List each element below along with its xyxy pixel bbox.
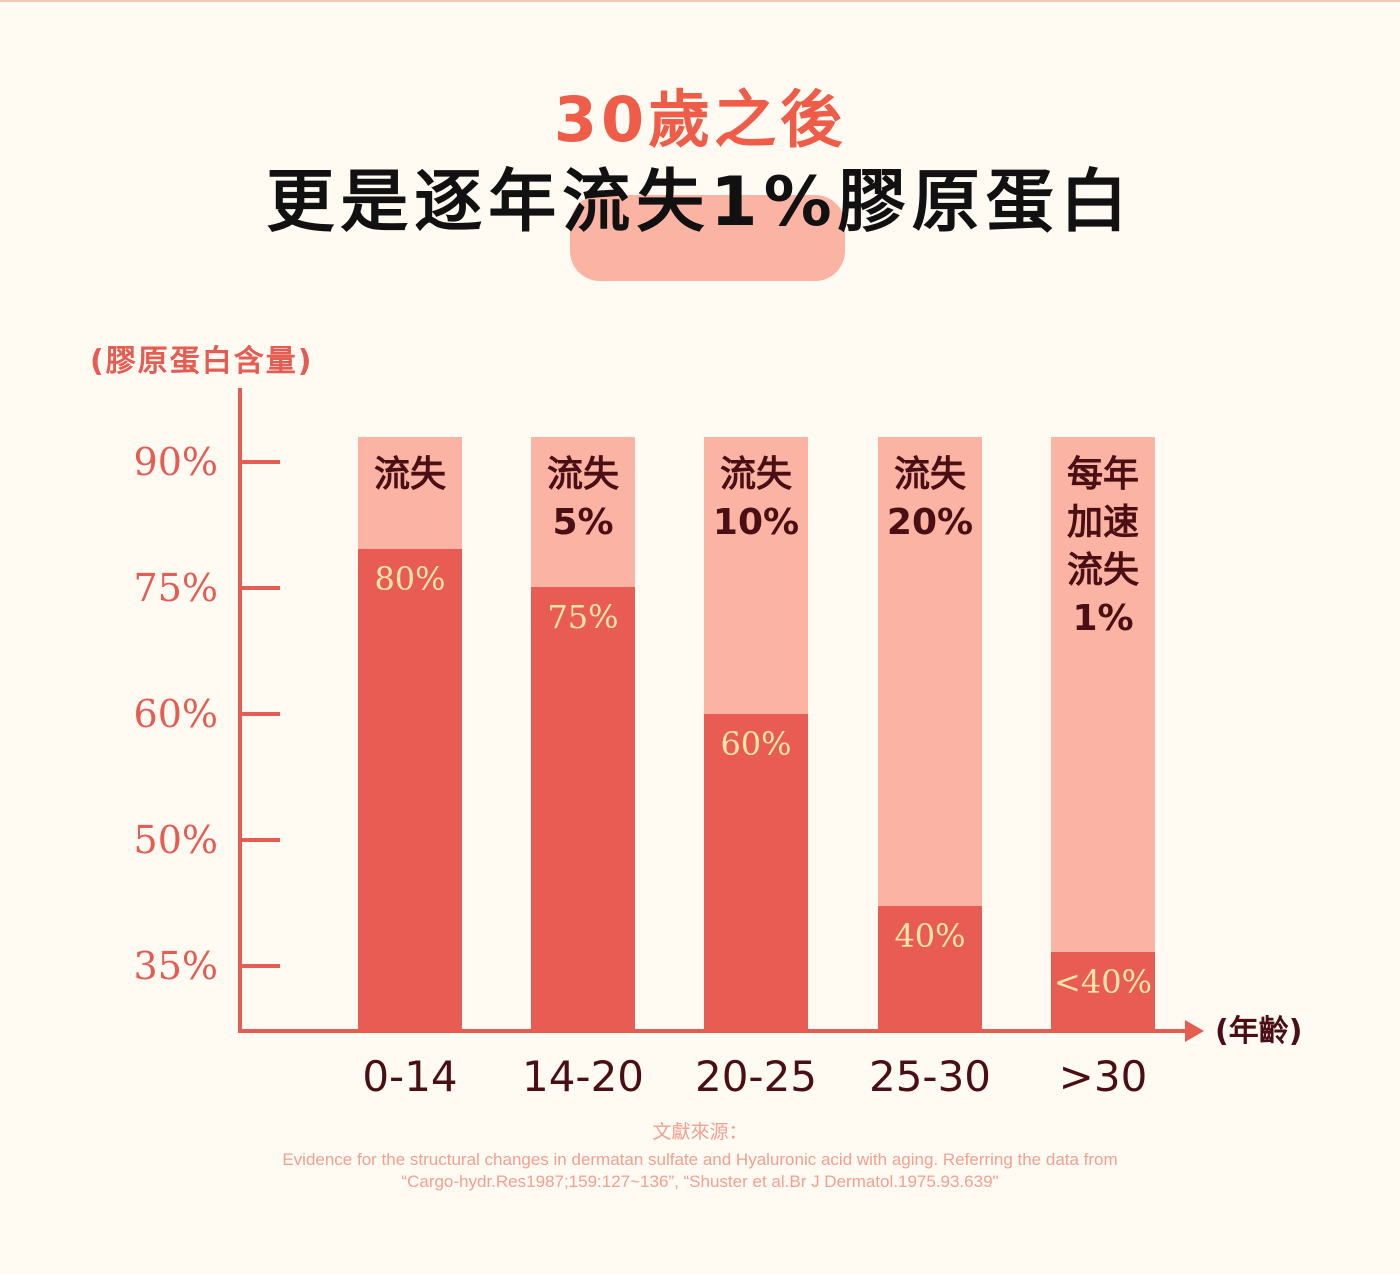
x-axis-line (238, 1029, 1188, 1033)
source-title: 文獻來源： (652, 1121, 748, 1143)
title-highlight-pill (570, 195, 845, 281)
x-category-label: 0-14 (362, 1052, 458, 1101)
y-tick-mark (240, 712, 280, 716)
y-tick-mark (240, 964, 280, 968)
bar-loss-label: 流失 5% (546, 454, 619, 543)
bar-loss-label: 流失 20% (886, 454, 974, 543)
title-line-2: 更是逐年流失1%膠原蛋白 (266, 163, 1134, 242)
top-rule (0, 0, 1400, 2)
y-axis-line (238, 388, 242, 1033)
y-tick-mark (240, 838, 280, 842)
bar-loss-label: 流失 10% (712, 454, 800, 543)
bar-remaining-segment: 60% (704, 714, 808, 1031)
y-tick-label: 60% (133, 692, 218, 736)
bar-value-label: 60% (720, 725, 792, 763)
bar-value-label: 40% (894, 917, 966, 955)
source-citation-line-2: “Cargo-hydr.Res1987;159:127~136”, “Shust… (401, 1172, 999, 1191)
x-category-label: >30 (1058, 1052, 1148, 1101)
y-tick-mark (240, 460, 280, 464)
bar-over-30: 每年 加速 流失 1% <40% (1051, 437, 1155, 1031)
y-axis-title: (膠原蛋白含量) (90, 344, 314, 379)
bar-value-label: 80% (374, 560, 446, 598)
bar-remaining-segment: <40% (1051, 952, 1155, 1031)
bar-0-14: 流失 80% (358, 437, 462, 1031)
x-category-label: 20-25 (694, 1052, 818, 1101)
x-axis-arrow-icon (1185, 1020, 1204, 1042)
bar-20-25: 流失 10% 60% (704, 437, 808, 1031)
y-tick-label: 75% (133, 566, 218, 610)
bar-value-label: 75% (547, 598, 619, 636)
y-tick-mark (240, 586, 280, 590)
y-tick-label: 35% (133, 944, 218, 988)
source-citation-line-1: Evidence for the structural changes in d… (282, 1150, 1118, 1169)
bar-14-20: 流失 5% 75% (531, 437, 635, 1031)
x-axis-title: (年齡) (1215, 1014, 1303, 1049)
x-category-label: 25-30 (868, 1052, 992, 1101)
bar-remaining-segment: 75% (531, 587, 635, 1031)
bar-loss-label: 每年 加速 流失 1% (1066, 454, 1139, 639)
title-line-1: 30歲之後 (553, 83, 847, 156)
bar-value-label: <40% (1054, 963, 1152, 1001)
bar-remaining-segment: 40% (878, 906, 982, 1031)
bar-loss-label: 流失 (373, 454, 446, 495)
bar-remaining-segment: 80% (358, 549, 462, 1031)
x-category-label: 14-20 (521, 1052, 645, 1101)
bar-25-30: 流失 20% 40% (878, 437, 982, 1031)
y-tick-label: 90% (133, 440, 218, 484)
y-tick-label: 50% (133, 818, 218, 862)
